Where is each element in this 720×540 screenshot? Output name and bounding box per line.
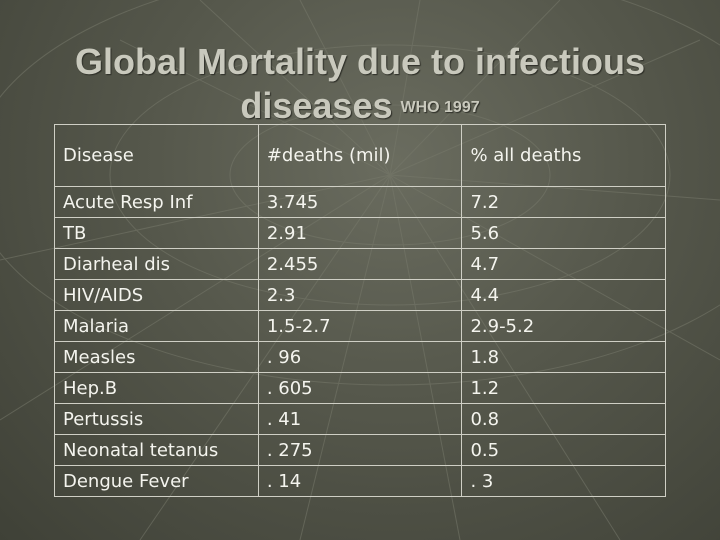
cell-disease: Hep.B: [54, 372, 259, 404]
header-disease: Disease: [54, 124, 259, 187]
table-row: Diarheal dis 2.455 4.7: [54, 248, 666, 280]
title-source: WHO 1997: [400, 99, 480, 116]
cell-deaths: . 41: [257, 403, 463, 435]
cell-deaths: . 275: [257, 434, 463, 466]
slide-title: Global Mortality due to infectious disea…: [20, 40, 700, 130]
table-row: Measles . 96 1.8: [54, 341, 666, 373]
table-row: TB 2.91 5.6: [54, 217, 666, 249]
title-main: Global Mortality due to infectious disea…: [74, 41, 646, 126]
table-row: Acute Resp Inf 3.745 7.2: [54, 186, 666, 218]
header-percent: % all deaths: [461, 124, 666, 187]
cell-deaths: 2.91: [257, 217, 463, 249]
cell-percent: 1.8: [461, 341, 666, 373]
table-row: Dengue Fever . 14 . 3: [54, 465, 666, 497]
table-header-row: Disease #deaths (mil) % all deaths: [54, 124, 666, 187]
mortality-table: Disease #deaths (mil) % all deaths Acute…: [54, 124, 666, 497]
header-deaths: #deaths (mil): [257, 124, 463, 187]
cell-deaths: 2.455: [257, 248, 463, 280]
cell-deaths: 1.5-2.7: [257, 310, 463, 342]
cell-disease: Acute Resp Inf: [54, 186, 259, 218]
table-row: Pertussis . 41 0.8: [54, 403, 666, 435]
cell-disease: Dengue Fever: [54, 465, 259, 497]
cell-deaths: 2.3: [257, 279, 463, 311]
cell-percent: 5.6: [461, 217, 666, 249]
cell-disease: HIV/AIDS: [54, 279, 259, 311]
cell-percent: . 3: [461, 465, 666, 497]
cell-deaths: 3.745: [257, 186, 463, 218]
cell-disease: Malaria: [54, 310, 259, 342]
cell-percent: 7.2: [461, 186, 666, 218]
table-row: HIV/AIDS 2.3 4.4: [54, 279, 666, 311]
cell-disease: Measles: [54, 341, 259, 373]
table-row: Malaria 1.5-2.7 2.9-5.2: [54, 310, 666, 342]
table-row: Hep.B . 605 1.2: [54, 372, 666, 404]
cell-disease: Neonatal tetanus: [54, 434, 259, 466]
cell-percent: 2.9-5.2: [461, 310, 666, 342]
cell-percent: 0.8: [461, 403, 666, 435]
cell-percent: 0.5: [461, 434, 666, 466]
cell-percent: 4.4: [461, 279, 666, 311]
cell-disease: TB: [54, 217, 259, 249]
cell-percent: 4.7: [461, 248, 666, 280]
cell-deaths: . 96: [257, 341, 463, 373]
cell-deaths: . 14: [257, 465, 463, 497]
cell-deaths: . 605: [257, 372, 463, 404]
cell-percent: 1.2: [461, 372, 666, 404]
cell-disease: Diarheal dis: [54, 248, 259, 280]
cell-disease: Pertussis: [54, 403, 259, 435]
table-row: Neonatal tetanus . 275 0.5: [54, 434, 666, 466]
